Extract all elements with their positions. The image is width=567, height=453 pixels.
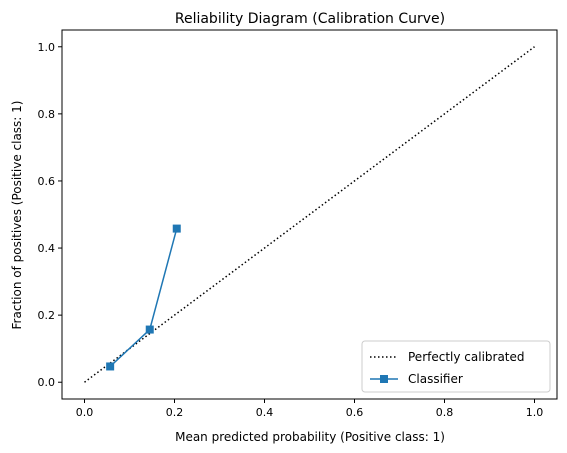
x-tick-label: 1.0 xyxy=(526,406,544,419)
classifier-point xyxy=(172,224,181,233)
perfect-calibration-line xyxy=(84,46,535,383)
x-tick-label: 0.0 xyxy=(76,406,94,419)
legend-perfect-label: Perfectly calibrated xyxy=(408,350,525,364)
chart-title: Reliability Diagram (Calibration Curve) xyxy=(175,11,445,27)
classifier-point xyxy=(106,362,115,371)
legend-classifier-label: Classifier xyxy=(408,372,463,386)
x-tick-label: 0.6 xyxy=(346,406,364,419)
legend: Perfectly calibrated Classifier xyxy=(361,340,551,393)
x-tick-label: 0.8 xyxy=(436,406,454,419)
y-axis-label: Fraction of positives (Positive class: 1… xyxy=(10,101,24,330)
y-tick-label: 0.0 xyxy=(38,376,56,389)
legend-box xyxy=(361,340,551,393)
y-tick-label: 1.0 xyxy=(38,41,56,54)
x-tick-label: 0.4 xyxy=(256,406,274,419)
legend-classifier-marker xyxy=(380,375,388,383)
plot-area xyxy=(84,46,535,383)
x-axis-label: Mean predicted probability (Positive cla… xyxy=(175,430,445,444)
y-tick-label: 0.8 xyxy=(38,108,56,121)
plot-frame xyxy=(61,29,558,400)
axis-ticks: 0.0 0.2 0.4 0.6 0.8 1.0 0.0 0.2 0.4 0.6 0.8 1.0 xyxy=(38,41,544,419)
y-tick-label: 0.4 xyxy=(38,242,56,255)
y-tick-label: 0.6 xyxy=(38,175,56,188)
classifier-line xyxy=(109,228,178,368)
x-tick-label: 0.2 xyxy=(166,406,184,419)
classifier-point xyxy=(145,325,154,334)
y-tick-label: 0.2 xyxy=(38,309,56,322)
